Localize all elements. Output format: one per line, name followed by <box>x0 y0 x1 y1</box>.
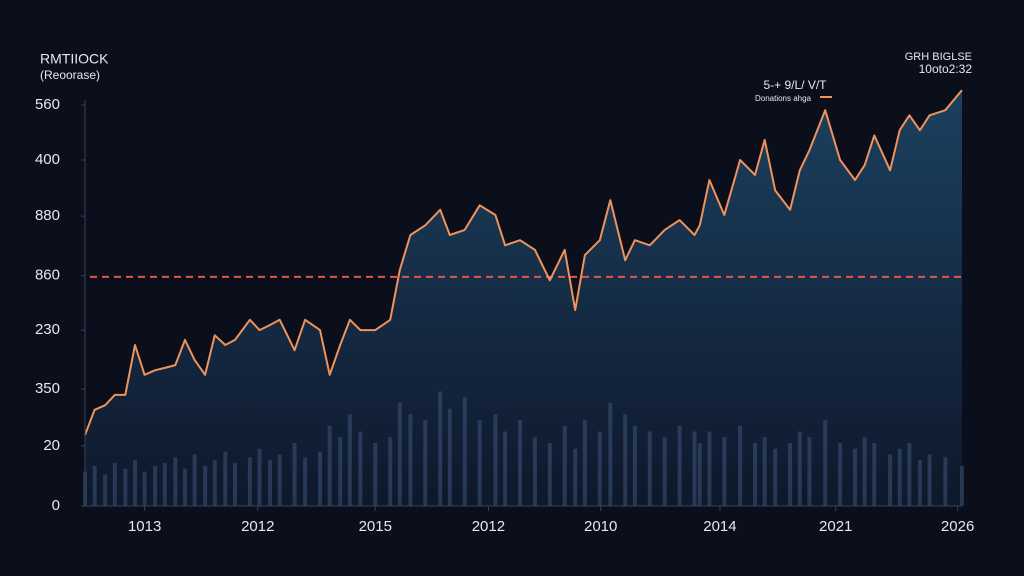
volume-bar <box>862 437 867 506</box>
annotation: 5-+ 9/L/ V/T <box>763 78 827 92</box>
volume-bar <box>318 451 323 506</box>
volume-bar <box>223 451 228 506</box>
volume-bar <box>562 425 567 506</box>
volume-bar <box>623 414 628 506</box>
volume-bar <box>408 414 413 506</box>
volume-bar <box>182 468 187 506</box>
y-tick-label: 20 <box>43 437 60 454</box>
volume-bar <box>697 442 702 506</box>
volume-bar <box>647 431 652 506</box>
chart-subtitle: (Reoorase) <box>40 68 100 82</box>
y-tick-label: 230 <box>35 321 60 338</box>
volume-bar <box>917 460 922 506</box>
volume-bar <box>358 431 363 506</box>
volume-bar <box>738 425 743 506</box>
volume-bar <box>373 442 378 506</box>
volume-bar <box>347 414 352 506</box>
volume-bar <box>872 442 877 506</box>
volume-bar <box>503 431 508 506</box>
volume-bar <box>203 465 208 506</box>
volume-bar <box>762 437 767 506</box>
y-tick-label: 860 <box>35 267 60 284</box>
volume-bar <box>797 431 802 506</box>
corner-subtitle: 10oto2:32 <box>919 62 973 76</box>
volume-bar <box>173 457 178 506</box>
volume-bar <box>753 442 758 506</box>
y-tick-label: 560 <box>35 96 60 113</box>
volume-bar <box>897 448 902 506</box>
x-tick-label: 2014 <box>703 518 736 535</box>
volume-bar <box>853 448 858 506</box>
volume-bar <box>517 420 522 506</box>
volume-bar <box>907 442 912 506</box>
volume-bar <box>132 460 137 506</box>
volume-bar <box>142 471 147 506</box>
volume-bar <box>423 420 428 506</box>
volume-bar <box>212 460 217 506</box>
volume-bar <box>582 420 587 506</box>
volume-bar <box>823 420 828 506</box>
x-tick-label: 2012 <box>472 518 505 535</box>
volume-bar <box>92 465 97 506</box>
x-tick-label: 2015 <box>359 518 392 535</box>
volume-bar <box>232 463 237 506</box>
volume-bar <box>597 431 602 506</box>
volume-bar <box>292 442 297 506</box>
volume-bar <box>397 402 402 506</box>
volume-bar <box>807 437 812 506</box>
volume-bar <box>153 465 158 506</box>
volume-bar <box>662 437 667 506</box>
volume-bar <box>788 442 793 506</box>
volume-bar <box>268 460 273 506</box>
volume-bar <box>573 448 578 506</box>
x-tick-label: 2012 <box>241 518 274 535</box>
volume-bar <box>247 457 252 506</box>
volume-bar <box>608 402 613 506</box>
volume-bar <box>927 454 932 506</box>
x-tick-label: 2026 <box>941 518 974 535</box>
line <box>84 89 963 436</box>
volume-bar <box>103 474 108 506</box>
volume-bar <box>888 454 893 506</box>
volume-bar <box>338 437 343 506</box>
y-tick-label: 880 <box>35 207 60 224</box>
volume-bar <box>477 420 482 506</box>
volume-bar <box>960 465 964 506</box>
volume-bar <box>722 437 727 506</box>
volume-bar <box>692 431 697 506</box>
area <box>85 90 962 506</box>
y-tick-label: 0 <box>52 497 60 514</box>
x-tick-label: 2010 <box>584 518 617 535</box>
volume-bar <box>532 437 537 506</box>
volume-bar <box>447 408 452 506</box>
volume-bar <box>388 437 393 506</box>
volume-bar <box>493 414 498 506</box>
corner-title: GRH BIGLSE <box>905 51 972 63</box>
volume-bar <box>257 448 262 506</box>
volume-bar <box>547 442 552 506</box>
x-tick-label: 1013 <box>128 518 161 535</box>
volume-bar <box>773 448 778 506</box>
x-tick-label: 2021 <box>819 518 852 535</box>
chart-title: RMTIIOCK <box>40 51 109 67</box>
volume-bar <box>192 454 197 506</box>
volume-bar <box>462 397 467 506</box>
volume-bar <box>838 442 843 506</box>
volume-bar <box>112 463 117 506</box>
volume-bar <box>438 391 443 506</box>
volume-bar <box>632 425 637 506</box>
volume-bar <box>943 457 948 506</box>
volume-bar <box>303 457 308 506</box>
volume-bar <box>707 431 712 506</box>
annotation-note: Donations ahga <box>755 94 812 103</box>
volume-bar <box>162 463 167 506</box>
y-tick-label: 350 <box>35 380 60 397</box>
volume-bar <box>277 454 282 506</box>
y-tick-label: 400 <box>35 151 60 168</box>
volume-bar <box>123 468 128 506</box>
volume-bar <box>327 425 332 506</box>
volume-bar <box>677 425 682 506</box>
